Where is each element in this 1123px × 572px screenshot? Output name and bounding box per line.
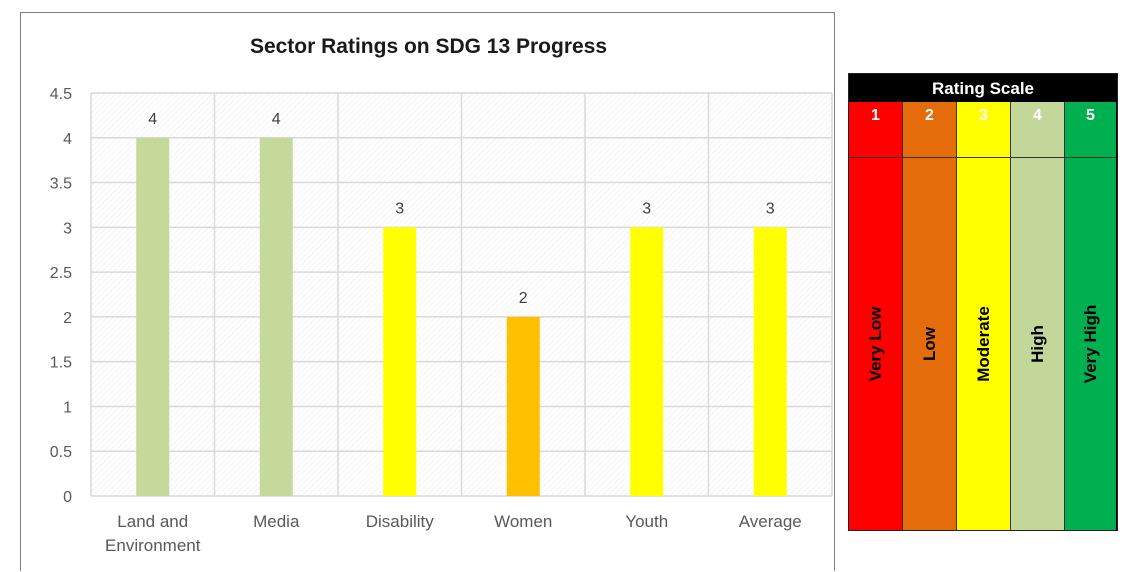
rating-scale-table: Rating Scale 1 Very Low 2 Low 3 Moderate… [848,73,1118,531]
rating-level-3: 3 Moderate [957,102,1011,530]
rating-level-4: 4 High [1011,102,1065,530]
rating-level-label: Low [919,327,939,361]
rating-level-number: 5 [1065,102,1116,158]
x-tick-label: Media [253,512,300,531]
rating-level-label: Very Low [865,306,885,382]
y-tick-label: 0 [63,489,72,506]
y-tick-label: 2.5 [50,265,72,282]
y-tick-label: 2 [63,310,72,327]
y-tick-label: 0.5 [50,444,72,461]
rating-level-label: Moderate [973,306,993,382]
rating-level-number: 2 [903,102,956,158]
y-tick-label: 3 [63,220,72,237]
bar-chart: 0 0.5 1 1.5 2 2.5 3 3.5 4 4.5 4 Land and Environment… [50,86,833,555]
y-tick-label: 1.5 [50,355,72,372]
chart-title: Sector Ratings on SDG 13 Progress [249,35,608,58]
data-label: 4 [148,111,157,128]
chart-panel: Sector Ratings on SDG 13 Progress 0 0.5 1 1… [20,12,835,571]
rating-level-number: 1 [849,102,902,158]
x-tick-label: Environment [105,536,201,555]
data-label: 3 [642,200,651,217]
rating-level-number: 4 [1011,102,1064,158]
rating-level-1: 1 Very Low [849,102,903,530]
bar [136,137,170,496]
x-tick-label: Youth [625,512,668,531]
bar [383,227,417,497]
bar [630,227,664,497]
bar [506,316,540,496]
y-tick-label: 3.5 [50,176,72,193]
data-label: 3 [766,200,775,217]
x-tick-label: Land and [117,512,188,531]
rating-level-label: High [1027,325,1047,363]
rating-level-number: 3 [957,102,1010,158]
y-tick-label: 1 [63,399,72,416]
x-tick-label: Women [494,512,552,531]
rating-scale-header: Rating Scale [849,74,1117,102]
data-label: 3 [395,200,404,217]
bar [259,137,293,496]
bar [753,227,787,497]
rating-level-label: Very High [1080,304,1100,384]
rating-level-2: 2 Low [903,102,957,530]
rating-level-5: 5 Very High [1065,102,1116,530]
data-label: 2 [519,290,528,307]
data-label: 4 [272,111,281,128]
y-tick-label: 4 [63,131,72,148]
x-tick-label: Average [739,512,802,531]
y-tick-label: 4.5 [50,86,72,103]
x-tick-label: Disability [366,512,435,531]
